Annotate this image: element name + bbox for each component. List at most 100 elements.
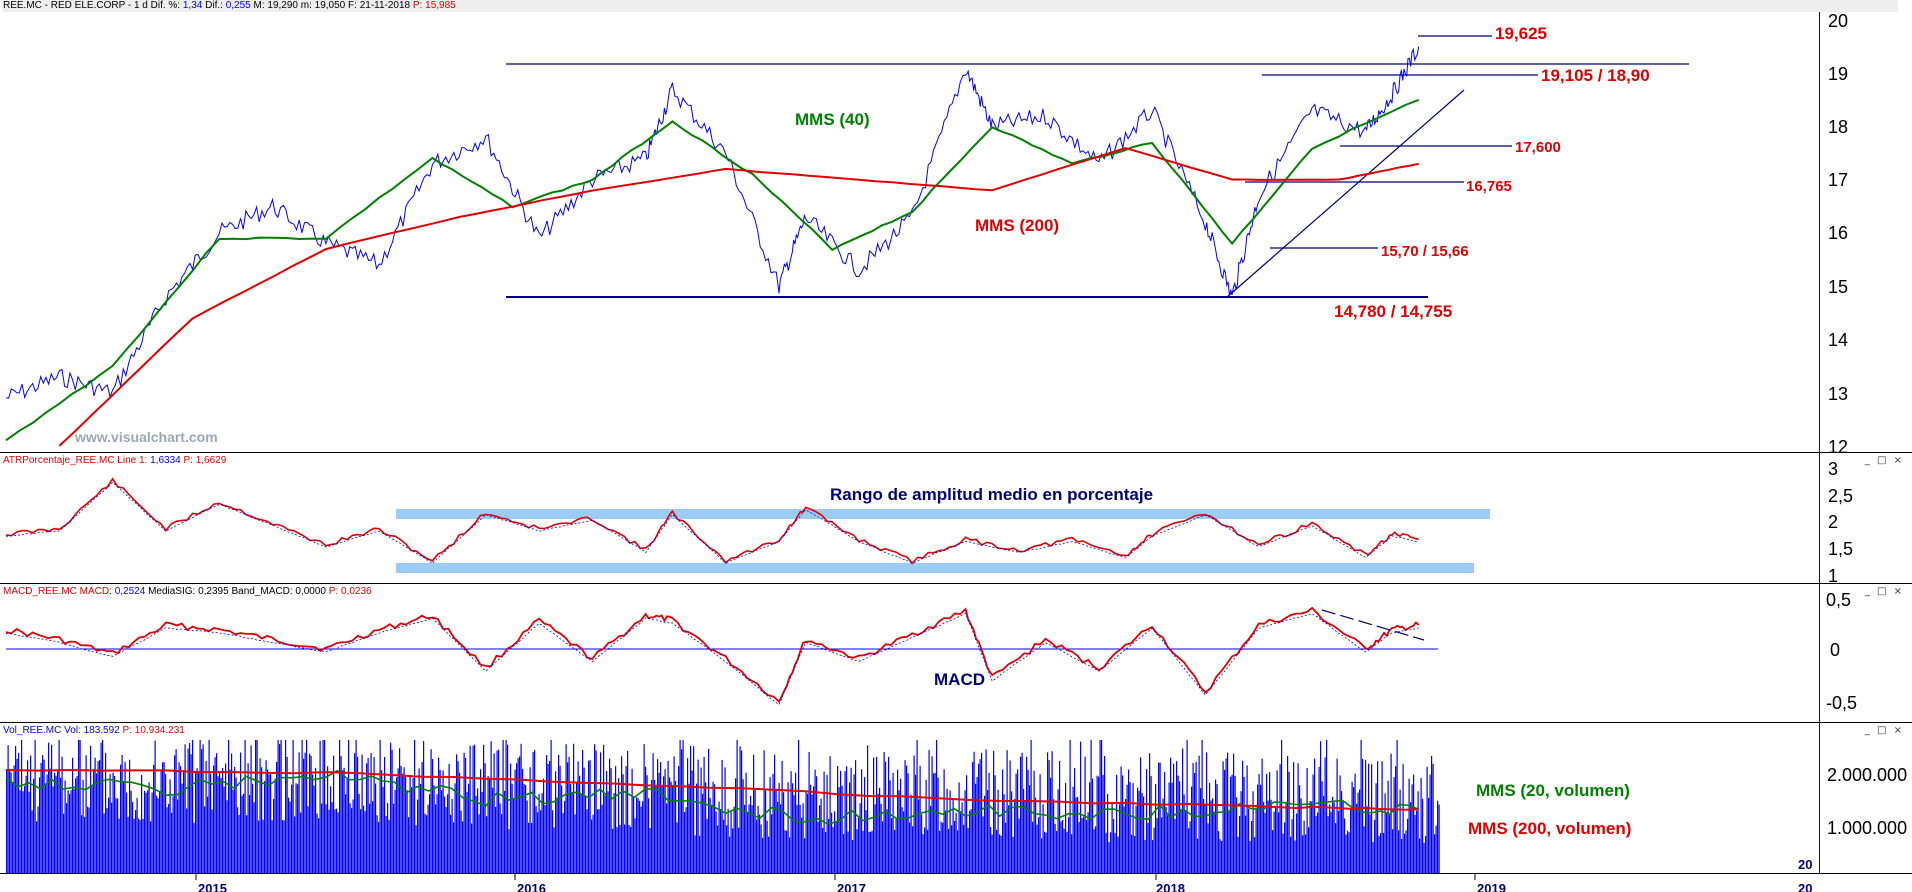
max-label: M:: [253, 0, 265, 11]
volume-series-group: [5, 740, 1440, 873]
min-value: 19,050: [314, 0, 346, 11]
price-series-group: [5, 46, 1420, 447]
xlabel-edge-bottom: 20: [1798, 881, 1812, 892]
volume-header-label: Vol_REE.MC Vol:: [3, 725, 81, 736]
macd-title: MACD: [934, 670, 985, 689]
xlabel-2015: 2015: [198, 881, 227, 892]
atr-ytick-15: 1,5: [1828, 539, 1853, 559]
annotation-mms40: MMS (40): [795, 110, 870, 129]
annotation-17600: 17,600: [1515, 139, 1561, 156]
atr-band-lower: [396, 563, 1474, 573]
level-lines: [506, 35, 1689, 299]
annotation-16765: 16,765: [1466, 178, 1512, 195]
atr-series-group: [5, 477, 1419, 565]
atr-signal-line: [5, 481, 1419, 564]
ytick-18: 18: [1828, 117, 1848, 137]
macd-sig-label: MediaSIG:: [148, 586, 196, 597]
atr-line1-value: 1,6334: [150, 455, 181, 466]
ytick-20: 20: [1828, 11, 1848, 31]
trend-line: [1225, 89, 1465, 299]
macd-ytick-0: 0: [1830, 640, 1840, 660]
ytick-19: 19: [1828, 64, 1848, 84]
ytick-15: 15: [1828, 277, 1848, 297]
volume-panel-header: Vol_REE.MC Vol: 183.592 P: 10.934.231: [3, 725, 185, 737]
price-panel-header: REE.MC - RED ELE.CORP - 1 d Dif. %: 1,34…: [3, 0, 1898, 12]
atr-p-label: P:: [183, 455, 193, 466]
mms40-line: [5, 98, 1420, 442]
date-value: 21-11-2018: [359, 0, 411, 11]
xlabel-2017: 2017: [837, 881, 866, 892]
atr-title: Rango de amplitud medio en porcentaje: [830, 485, 1153, 504]
atr-ytick-1: 1: [1828, 566, 1838, 586]
annotation-14780: 14,780 / 14,755: [1334, 302, 1452, 321]
atr-window-controls[interactable]: _ □ ×: [1864, 455, 1904, 466]
volume-window-controls[interactable]: _ □ ×: [1864, 725, 1904, 736]
volume-p-value: 10.934.231: [134, 725, 185, 736]
annotation-19625: 19,625: [1495, 24, 1547, 43]
price-yaxis: 20 19 18 17 16 15 14 13 12: [1828, 11, 1848, 457]
macd-window-controls[interactable]: _ □ ×: [1864, 586, 1904, 597]
macd-band-value: 0,0000: [295, 586, 326, 597]
symbol-label: REE.MC - RED ELE.CORP - 1 d: [3, 0, 148, 11]
macd-header-label: MACD_REE.MC MACD:: [3, 586, 112, 597]
dif-pct-value: 1,34: [182, 0, 203, 11]
annotation-19105: 19,105 / 18,90: [1541, 66, 1650, 85]
panel-frames: [0, 12, 1912, 874]
macd-series-group: [5, 606, 1438, 706]
price-annotations: 19,625 19,105 / 18,90 17,600 16,765 15,7…: [74, 24, 1650, 445]
atr-band-group: [396, 509, 1490, 573]
macd-divergence-line: [1321, 609, 1425, 641]
ytick-14: 14: [1828, 330, 1848, 350]
macd-value: 0,2524: [114, 586, 146, 597]
volume-p-label: P:: [122, 725, 132, 736]
macd-line: [5, 606, 1420, 703]
atr-ytick-3: 3: [1828, 459, 1838, 479]
xlabel-edge-top: 20: [1798, 857, 1812, 872]
atr-panel-header: ATRPorcentaje_REE.MC Line 1: 1,6334 P: 1…: [3, 455, 226, 467]
p-value: 15,985: [425, 0, 456, 11]
volume-yaxis: 2.000.000 1.000.000: [1827, 765, 1907, 838]
dif-value: 0,255: [225, 0, 251, 11]
xlabel-2016: 2016: [517, 881, 546, 892]
vol-ytick-2m: 2.000.000: [1827, 765, 1907, 785]
dif-pct-label: Dif. %:: [150, 0, 181, 11]
volume-mms20-line: [5, 769, 1419, 826]
atr-ytick-25: 2,5: [1828, 486, 1853, 506]
xlabel-2019: 2019: [1477, 881, 1506, 892]
atr-header-label: ATRPorcentaje_REE.MC Line 1:: [3, 455, 148, 466]
ytick-16: 16: [1828, 223, 1848, 243]
macd-band-label: Band_MACD:: [231, 586, 293, 597]
max-value: 19,290: [267, 0, 298, 11]
volume-value: 183.592: [83, 725, 120, 736]
mms200-line: [58, 146, 1419, 447]
macd-signal-line: [5, 612, 1419, 706]
dif-label: Dif.:: [205, 0, 223, 11]
xlabel-2018: 2018: [1156, 881, 1185, 892]
macd-p-label: P:: [328, 586, 339, 597]
vol-ytick-1m: 1.000.000: [1827, 818, 1907, 838]
macd-yaxis: 0,5 0 -0,5: [1826, 590, 1857, 713]
macd-sig-value: 0,2395: [198, 586, 229, 597]
xaxis: 2015 2016 2017 2018 2019 20 20: [195, 857, 1812, 892]
min-label: m:: [300, 0, 312, 11]
ytick-12: 12: [1828, 437, 1848, 457]
volume-mms200-line: [5, 768, 1419, 811]
annotation-1570: 15,70 / 15,66: [1381, 243, 1469, 260]
price-series: [5, 46, 1420, 400]
watermark: www.visualchart.com: [74, 429, 218, 445]
atr-p-value: 1,6629: [195, 455, 227, 466]
macd-p-value: 0,0236: [341, 586, 372, 597]
volume-mms200-label: MMS (200, volumen): [1468, 819, 1631, 838]
macd-ytick-05: 0,5: [1826, 590, 1851, 610]
volume-bars: [6, 740, 1440, 873]
macd-panel-header: MACD_REE.MC MACD: 0,2524 MediaSIG: 0,239…: [3, 586, 372, 598]
atr-ytick-2: 2: [1828, 512, 1838, 532]
atr-band-upper: [396, 509, 1490, 519]
macd-ytick-m05: -0,5: [1826, 693, 1857, 713]
ytick-13: 13: [1828, 384, 1848, 404]
annotation-mms200: MMS (200): [975, 216, 1059, 235]
atr-yaxis: 3 2,5 2 1,5 1: [1828, 459, 1853, 586]
date-label: F:: [348, 0, 357, 11]
